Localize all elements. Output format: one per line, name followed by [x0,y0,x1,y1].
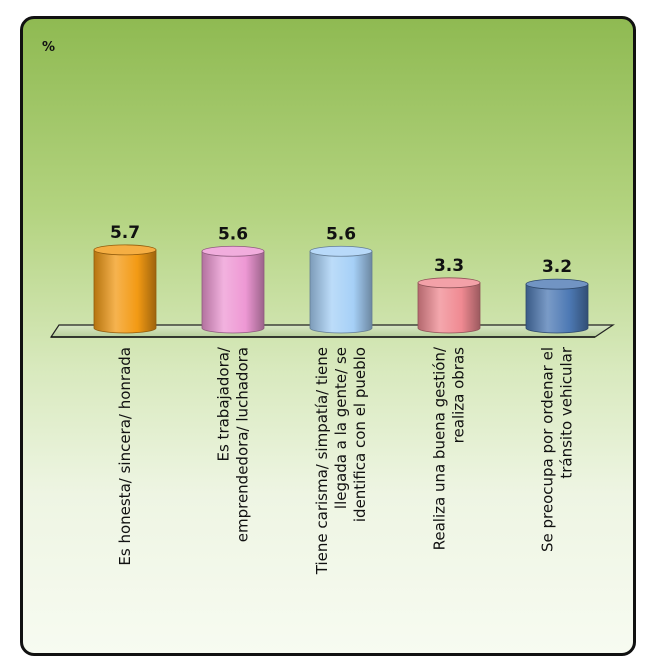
bar-top-1 [93,244,157,256]
bar-body-1 [93,249,157,334]
category-label-line: Es trabajadora/ [215,346,233,461]
bar-5 [525,278,589,334]
value-labels-group: 5.7 5.6 5.6 3.3 3.2 [110,223,572,277]
bar-2 [201,245,265,334]
category-label-line: realiza obras [450,347,468,443]
value-label-5: 3.2 [542,257,572,277]
bar-body-3 [309,250,373,334]
value-label-4: 3.3 [434,256,464,276]
category-labels-group: Es honesta/ sincera/ honrada Es trabajado… [116,346,576,575]
bar-top-5 [525,278,589,290]
category-label-2: Es trabajadora/emprendedora/ luchadora [215,346,252,542]
category-label-line: tránsito vehicular [558,346,576,478]
bar-1 [93,244,157,334]
category-label-line: Es honesta/ sincera/ honrada [116,347,134,566]
value-label-2: 5.6 [218,224,248,244]
bar-top-3 [309,245,373,257]
category-label-3: Tiene carisma/ simpatía/ tienellegada a … [313,347,369,575]
category-label-line: identifica con el pueblo [351,347,369,522]
category-label-line: emprendedora/ luchadora [234,347,252,542]
category-label-line: Se preocupa por ordenar el [539,347,557,552]
bar-body-5 [525,283,589,334]
category-label-line: Tiene carisma/ simpatía/ tiene [313,347,331,575]
bar-body-2 [201,250,265,334]
bars-group [93,244,589,334]
bar-4 [417,277,481,334]
unit-label: % [42,40,55,55]
chart-panel: % 5.7 5.6 5.6 3.3 3.2 Es honesta/ sincera/ h… [20,16,636,656]
value-label-3: 5.6 [326,224,356,244]
category-label-5: Se preocupa por ordenar eltránsito vehic… [539,346,576,552]
value-label-1: 5.7 [110,223,140,243]
category-label-4: Realiza una buena gestión/realiza obras [431,346,468,550]
bar-chart: % 5.7 5.6 5.6 3.3 3.2 Es honesta/ sincera/ h… [42,40,615,575]
category-label-line: llegada a la gente/ se [332,347,350,509]
bar-top-2 [201,245,265,257]
category-label-line: Realiza una buena gestión/ [431,346,449,550]
bar-top-4 [417,277,481,289]
bar-3 [309,245,373,334]
bar-body-4 [417,282,481,334]
category-label-1: Es honesta/ sincera/ honrada [116,347,134,566]
